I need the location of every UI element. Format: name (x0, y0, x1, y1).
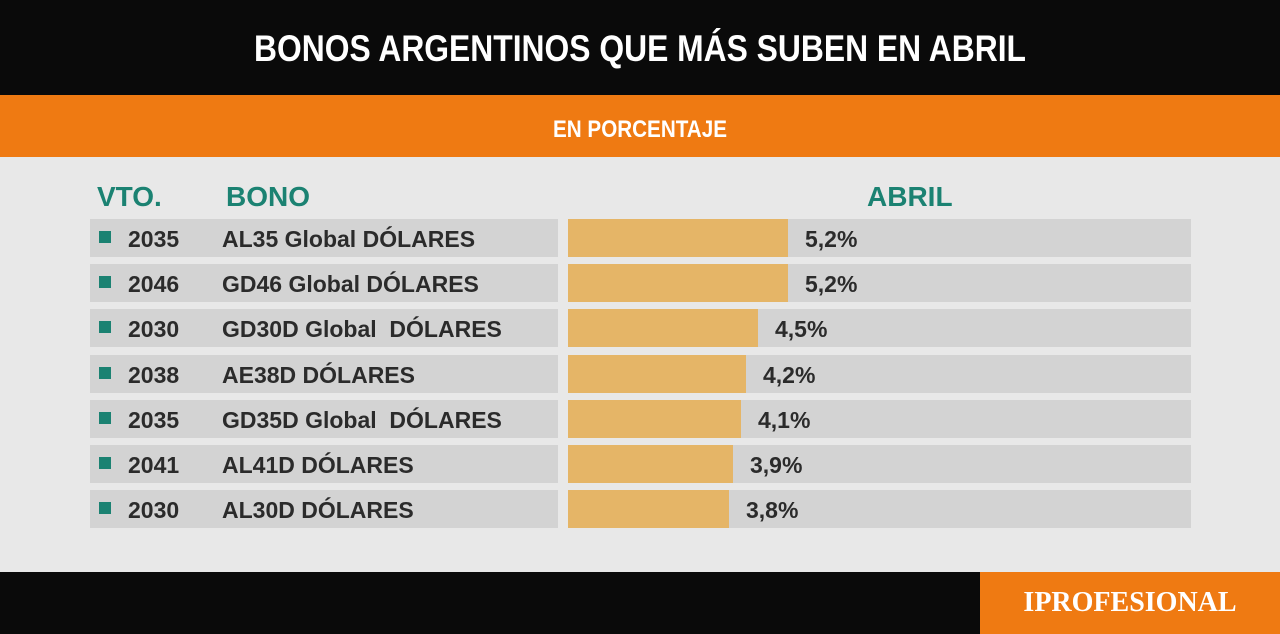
title-banner (0, 0, 1280, 95)
data-label: 4,1% (758, 407, 811, 433)
vto-label: 2035 (128, 226, 180, 252)
bond-label: AL35 Global DÓLARES (222, 226, 476, 252)
vto-label: 2030 (128, 497, 180, 523)
vto-label: 2035 (128, 407, 180, 433)
bar (568, 490, 729, 528)
row-marker (99, 276, 111, 288)
row-background (90, 490, 558, 528)
row-background (90, 400, 558, 438)
vto-label: 2038 (128, 362, 180, 388)
row-marker (99, 502, 111, 514)
bond-label: AE38D DÓLARES (222, 362, 415, 388)
row-background (90, 355, 558, 393)
column-header-bono: BONO (226, 181, 310, 212)
row-marker (99, 412, 111, 424)
brand-logo: IPROFESIONAL (1023, 587, 1237, 618)
bond-label: AL41D DÓLARES (222, 452, 414, 478)
row-marker (99, 321, 111, 333)
subtitle-banner (0, 95, 1280, 157)
bar (568, 309, 758, 347)
data-label: 5,2% (805, 226, 858, 252)
bar (568, 219, 788, 257)
row-background (90, 219, 558, 257)
row-background (90, 445, 558, 483)
logo-box (980, 572, 1280, 634)
data-label: 3,8% (746, 497, 799, 523)
bar (568, 400, 741, 438)
bond-label: AL30D DÓLARES (222, 497, 414, 523)
bar (568, 264, 788, 302)
row-background (90, 309, 558, 347)
bar (568, 355, 746, 393)
data-label: 3,9% (750, 452, 803, 478)
row-marker (99, 457, 111, 469)
bond-label: GD46 Global DÓLARES (222, 271, 479, 297)
row-marker (99, 231, 111, 243)
bond-label: GD35D Global DÓLARES (222, 407, 502, 433)
data-label: 4,5% (775, 316, 828, 342)
bar (568, 445, 733, 483)
vto-label: 2030 (128, 316, 180, 342)
column-header-vto: VTO. (97, 181, 162, 212)
vto-label: 2046 (128, 271, 180, 297)
chart-title: BONOS ARGENTINOS QUE MÁS SUBEN EN ABRIL (254, 28, 1026, 69)
bond-label: GD30D Global DÓLARES (222, 316, 502, 342)
row-marker (99, 367, 111, 379)
vto-label: 2041 (128, 452, 180, 478)
chart-subtitle: EN PORCENTAJE (553, 116, 727, 143)
row-background (90, 264, 558, 302)
data-label: 5,2% (805, 271, 858, 297)
data-label: 4,2% (763, 362, 816, 388)
column-header-abril: ABRIL (867, 181, 953, 212)
